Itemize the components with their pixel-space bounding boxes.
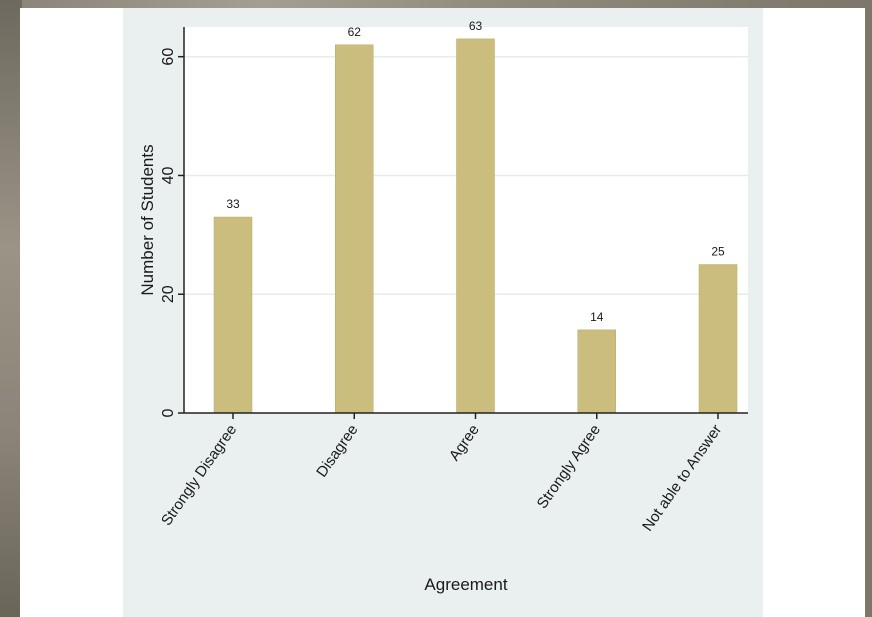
x-ticks: Strongly Disagree Disagree Agree Strongly A… [158,413,725,534]
y-tick-label: 60 [160,48,177,66]
bar [456,38,495,414]
y-tick-label: 0 [160,408,177,417]
bar-value-label: 63 [469,19,483,33]
bar [335,44,374,414]
y-tick-label: 20 [160,285,177,303]
bar-value-label: 14 [590,310,604,324]
x-tick-label: Strongly Agree [534,422,604,512]
bar [213,216,253,414]
bar-value-label: 62 [348,25,362,39]
x-tick-label: Agree [446,422,483,465]
y-ticks: 0 20 40 60 [160,48,184,417]
x-axis-label: Agreement [424,575,507,594]
x-tick-label: Disagree [313,422,361,481]
bar [698,264,738,414]
y-axis-label: Number of Students [138,144,157,295]
y-tick-label: 40 [160,166,177,184]
background-left-edge [0,0,22,617]
data-labels: 33 62 63 14 25 [226,19,725,324]
bars [213,38,738,414]
x-tick-label: Not able to Answer [639,422,725,535]
x-tick-label: Strongly Disagree [158,422,240,529]
bar [577,329,616,414]
bar-value-label: 25 [711,245,725,259]
bar-value-label: 33 [226,197,240,211]
